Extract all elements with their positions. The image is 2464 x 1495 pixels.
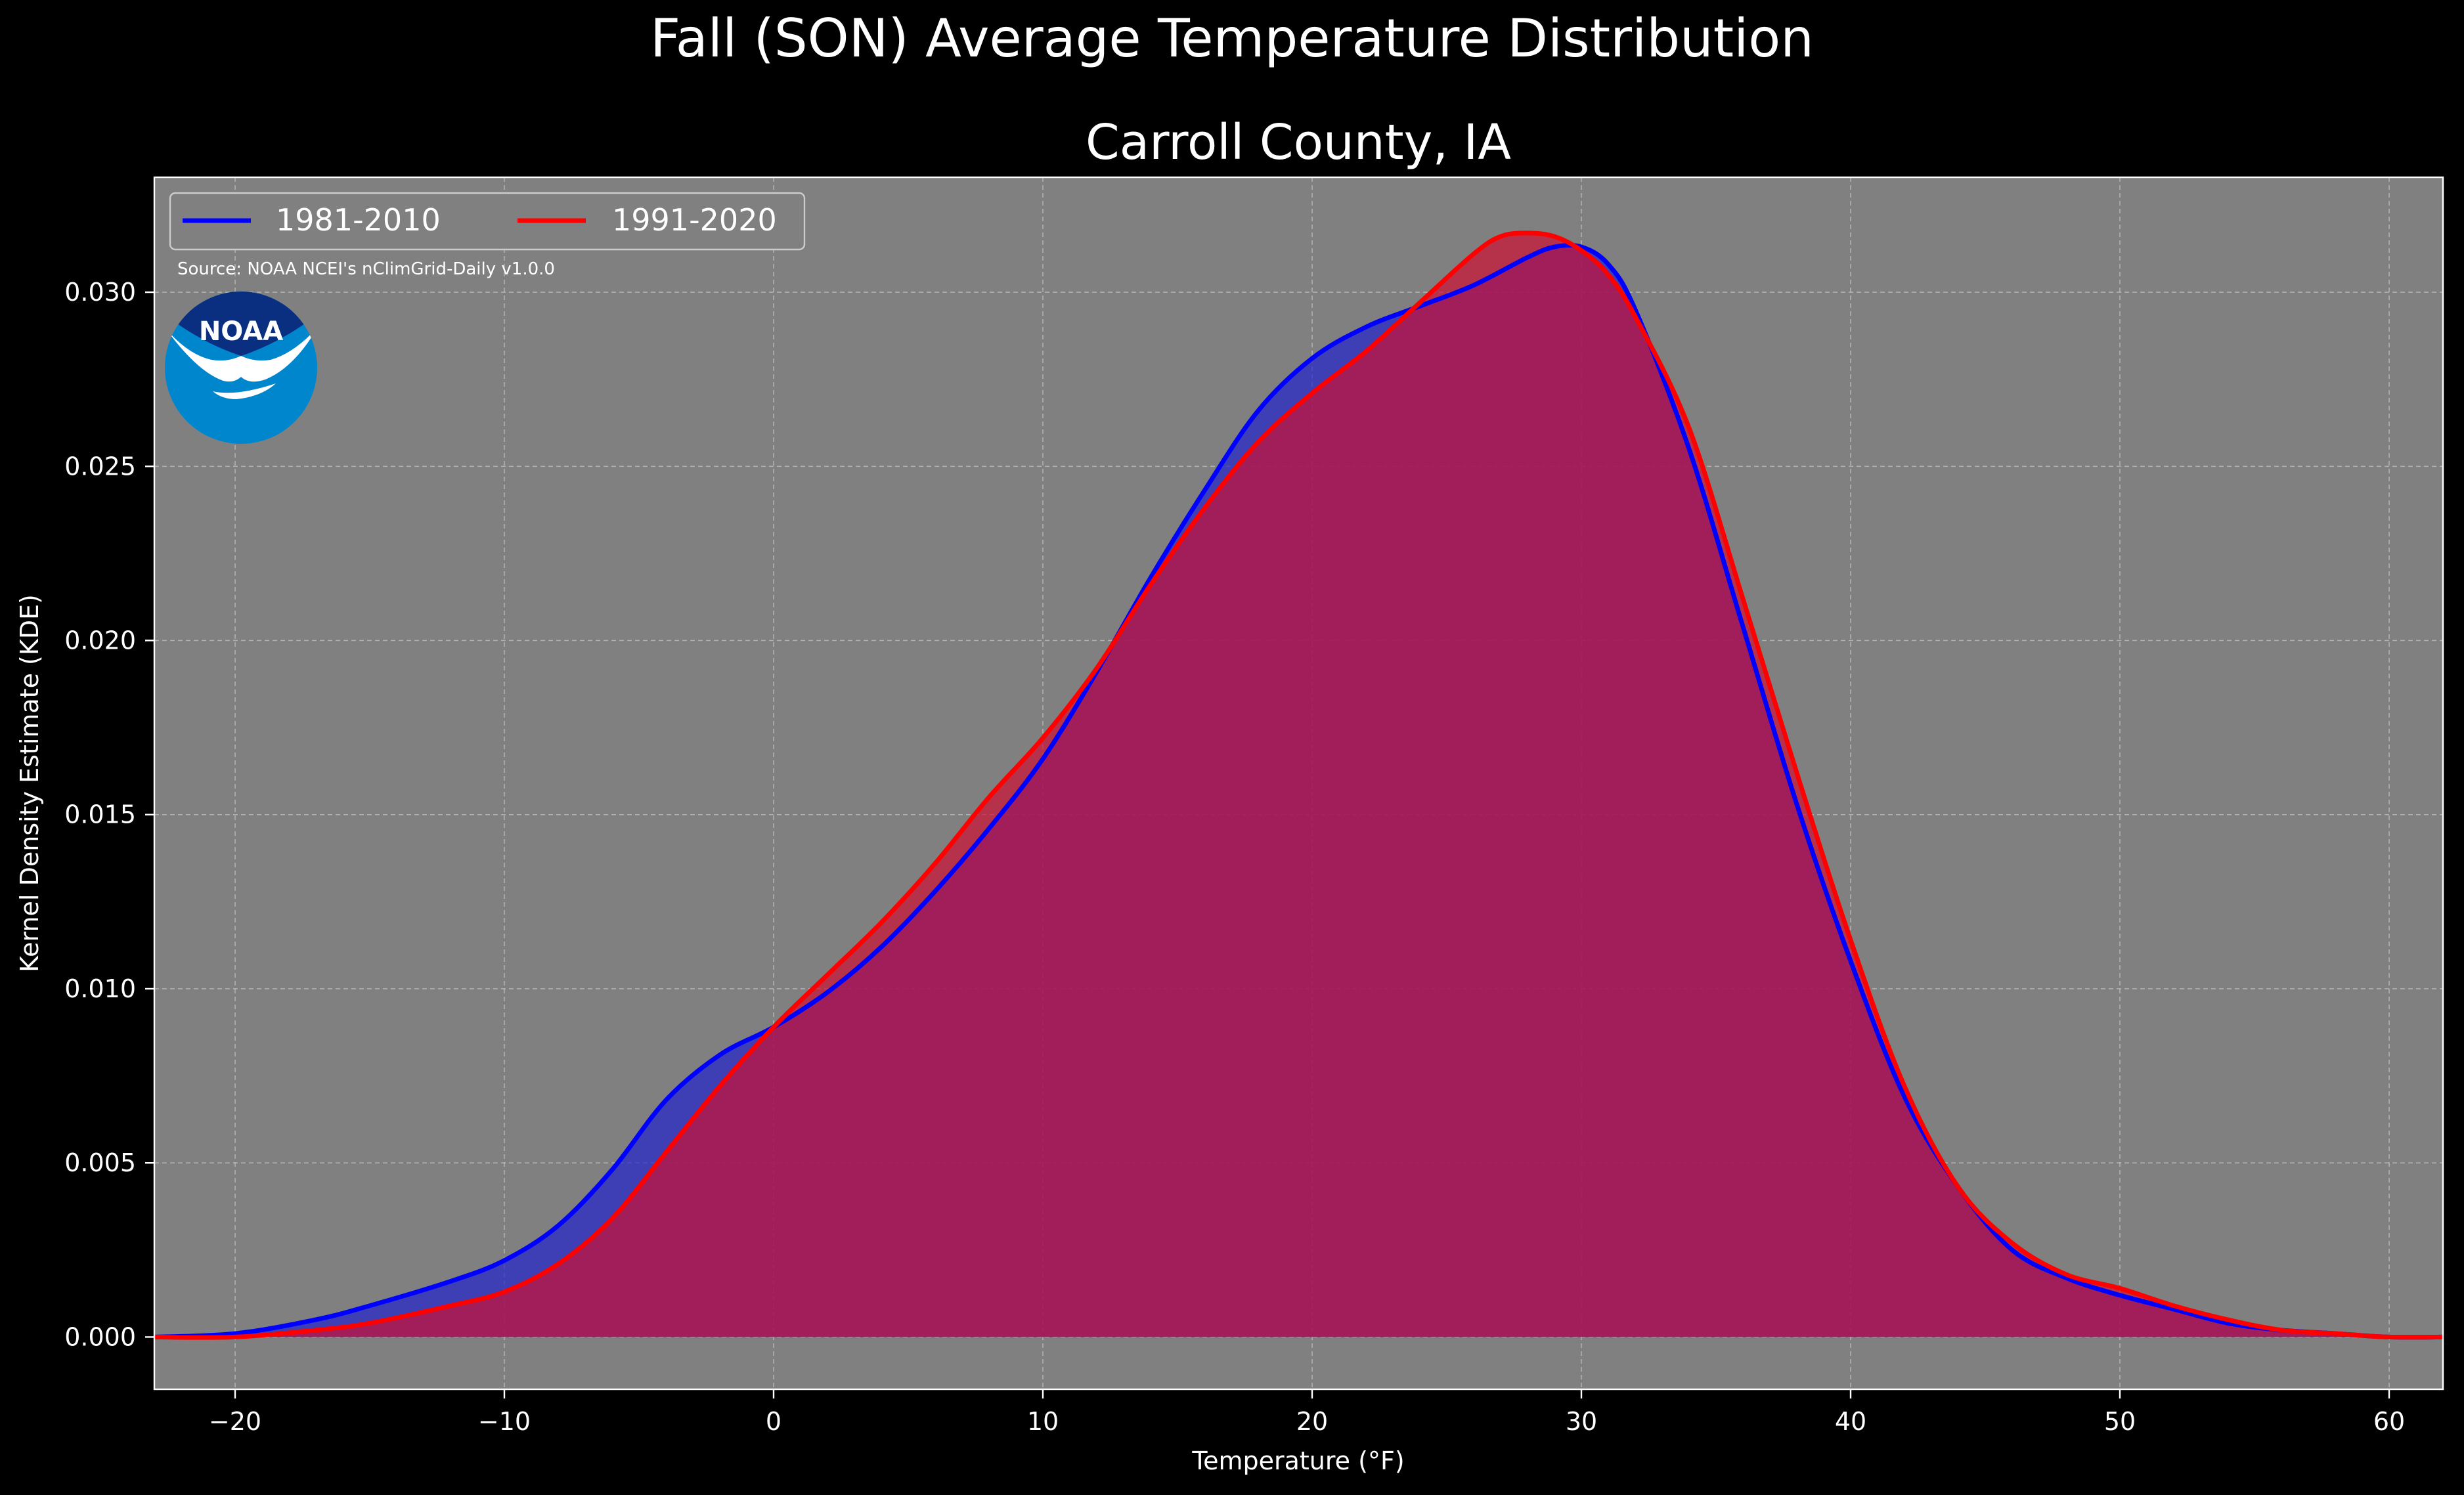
- kde-line-1991-2020: [154, 230, 2444, 1340]
- y-axis: 0.000 0.005 0.010 0.015 0.020 0.025 0.030: [64, 278, 154, 1351]
- y-tick-label: 0.025: [64, 452, 136, 481]
- legend-label-1991-2020: 1991-2020: [612, 202, 777, 238]
- x-tick-label: 40: [1835, 1407, 1866, 1436]
- y-tick-label: 0.000: [64, 1322, 136, 1351]
- y-tick-label: 0.020: [64, 626, 136, 655]
- x-tick-label: 10: [1027, 1407, 1059, 1436]
- x-axis-label: Temperature (°F): [1191, 1446, 1404, 1475]
- x-tick-label: 30: [1566, 1407, 1597, 1436]
- x-tick-label: 60: [2373, 1407, 2405, 1436]
- x-tick-label: 50: [2104, 1407, 2136, 1436]
- kde-area-1991-2020: [154, 232, 2443, 1338]
- x-tick-label: 20: [1296, 1407, 1328, 1436]
- kde-line-1981-2010: [154, 242, 2444, 1340]
- x-tick-label: −20: [209, 1407, 261, 1436]
- plot-frame: [153, 176, 2444, 1391]
- y-tick-label: 0.005: [64, 1148, 136, 1177]
- x-axis: −20 −10 0 10 20 30 40 50 60: [209, 1389, 2405, 1436]
- y-tick-label: 0.015: [64, 800, 136, 829]
- series-layer: [154, 230, 2444, 1340]
- source-note: Source: NOAA NCEI's nClimGrid-Daily v1.0…: [177, 259, 555, 279]
- legend-label-1981-2010: 1981-2010: [276, 202, 441, 238]
- noaa-logo-text: NOAA: [199, 316, 283, 347]
- chart-title: Carroll County, IA: [1086, 114, 1511, 171]
- y-tick-label: 0.010: [64, 974, 136, 1003]
- figure-suptitle: Fall (SON) Average Temperature Distribut…: [650, 8, 1814, 69]
- y-axis-label: Kernel Density Estimate (KDE): [15, 594, 44, 972]
- x-tick-label: 0: [766, 1407, 781, 1436]
- y-tick-label: 0.030: [64, 278, 136, 307]
- x-tick-label: −10: [478, 1407, 531, 1436]
- legend-box: [169, 192, 806, 251]
- legend: 1981-2010 1991-2020: [169, 192, 806, 251]
